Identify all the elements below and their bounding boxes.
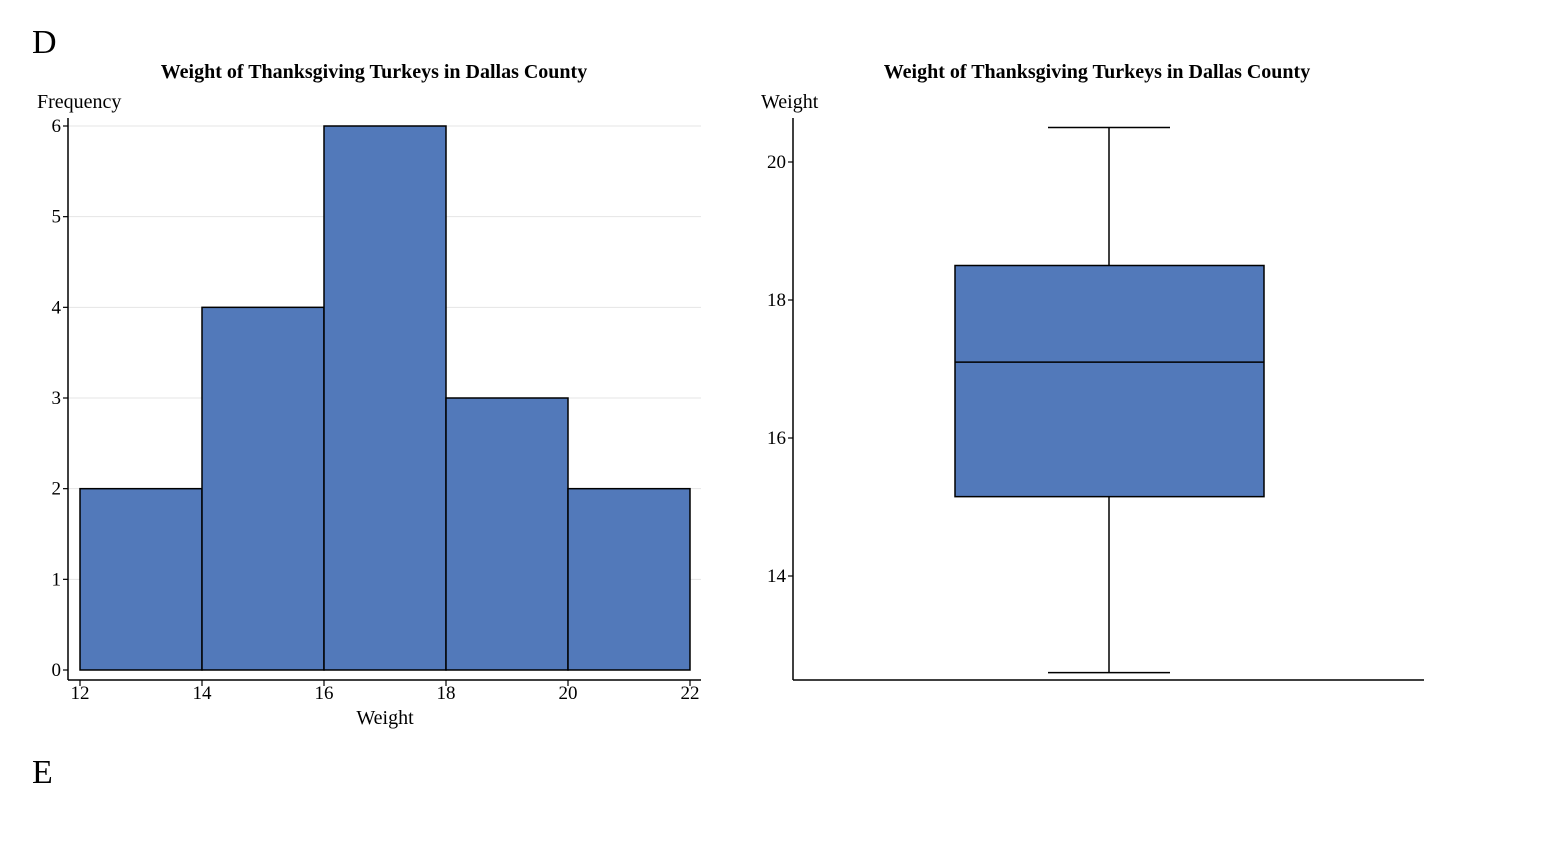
boxplot-y-tick-label: 18 xyxy=(767,290,786,311)
histogram-bar-1 xyxy=(201,306,325,671)
histogram-y-tick-label: 1 xyxy=(52,569,62,590)
histogram-y-tick-label: 6 xyxy=(52,116,62,137)
histogram-y-tick-label: 3 xyxy=(52,388,62,409)
histogram-x-axis-label: Weight xyxy=(356,707,414,729)
histogram-bar-2 xyxy=(323,125,447,671)
histogram-y-tick-label: 4 xyxy=(52,297,62,318)
boxplot-y-tick-label: 16 xyxy=(767,428,786,449)
boxplot-iqr-box xyxy=(954,264,1265,498)
histogram-x-tick-label: 14 xyxy=(193,683,213,704)
histogram-axes xyxy=(67,118,701,681)
histogram-y-axis-label: Frequency xyxy=(37,91,121,113)
histogram-y-ticks: 0 1 2 3 4 5 6 xyxy=(52,116,68,681)
histogram-bar-3 xyxy=(445,397,569,671)
boxplot-y-tick-label: 14 xyxy=(767,566,787,587)
boxplot-marks xyxy=(954,126,1265,674)
boxplot-title: Weight of Thanksgiving Turkeys in Dallas… xyxy=(884,61,1310,83)
histogram-bar-0 xyxy=(79,487,203,671)
histogram-chart: Weight of Thanksgiving Turkeys in Dallas… xyxy=(37,61,701,729)
histogram-x-tick-label: 16 xyxy=(315,683,334,704)
boxplot-y-axis-label: Weight xyxy=(761,91,819,113)
histogram-x-tick-label: 12 xyxy=(71,683,90,704)
histogram-bars xyxy=(79,125,691,671)
histogram-y-tick-label: 5 xyxy=(52,207,62,228)
histogram-x-tick-label: 18 xyxy=(437,683,456,704)
histogram-y-tick-label: 2 xyxy=(52,479,62,500)
histogram-x-tick-label: 22 xyxy=(681,683,700,704)
histogram-y-tick-label: 0 xyxy=(52,660,62,681)
histogram-x-ticks: 12 14 16 18 20 22 xyxy=(71,680,700,704)
panel-label-d: D xyxy=(32,24,57,61)
boxplot-y-tick-label: 20 xyxy=(767,152,786,173)
boxplot-y-ticks: 14 16 18 20 xyxy=(767,152,793,587)
panel-label-e: E xyxy=(32,754,53,791)
histogram-x-tick-label: 20 xyxy=(559,683,578,704)
boxplot-axes xyxy=(792,118,1424,681)
boxplot-chart: Weight of Thanksgiving Turkeys in Dallas… xyxy=(761,61,1424,681)
histogram-title: Weight of Thanksgiving Turkeys in Dallas… xyxy=(161,61,587,83)
histogram-bar-4 xyxy=(567,487,691,671)
